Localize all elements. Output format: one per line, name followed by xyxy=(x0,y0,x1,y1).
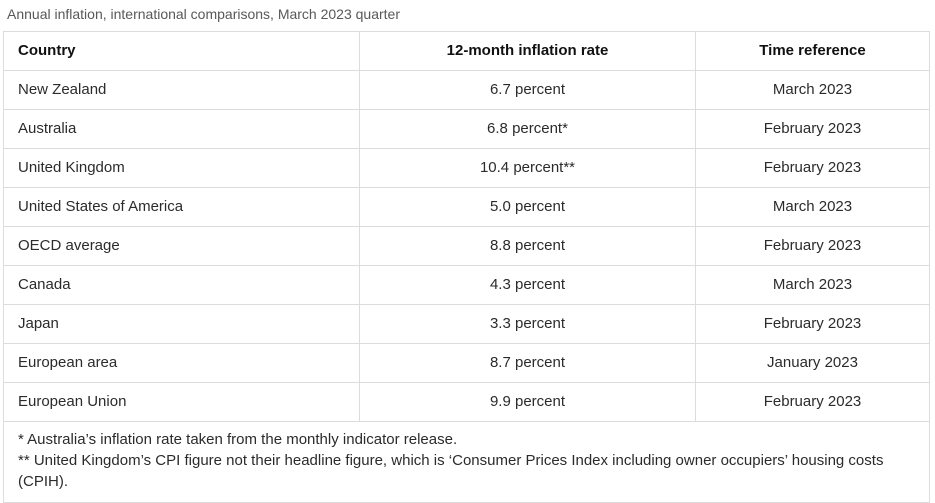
header-row: Country 12-month inflation rate Time ref… xyxy=(3,31,930,71)
page-title: Annual inflation, international comparis… xyxy=(7,6,401,22)
time-cell: February 2023 xyxy=(695,226,930,266)
country-cell: United Kingdom xyxy=(3,148,360,188)
column-header-inflation-rate: 12-month inflation rate xyxy=(359,31,696,71)
rate-cell: 4.3 percent xyxy=(359,265,696,305)
table-row-canada: Canada 4.3 percent March 2023 xyxy=(3,265,930,305)
table-row-australia: Australia 6.8 percent* February 2023 xyxy=(3,109,930,149)
column-header-time-reference: Time reference xyxy=(695,31,930,71)
table-row-oecd-average: OECD average 8.8 percent February 2023 xyxy=(3,226,930,266)
time-cell: February 2023 xyxy=(695,304,930,344)
footnotes-row: * Australia’s inflation rate taken from … xyxy=(3,421,930,503)
country-cell: OECD average xyxy=(3,226,360,266)
country-cell: Canada xyxy=(3,265,360,305)
country-cell: United States of America xyxy=(3,187,360,227)
rate-cell: 6.8 percent* xyxy=(359,109,696,149)
time-cell: February 2023 xyxy=(695,148,930,188)
table-row-united-kingdom: United Kingdom 10.4 percent** February 2… xyxy=(3,148,930,188)
rate-cell: 8.8 percent xyxy=(359,226,696,266)
time-cell: March 2023 xyxy=(695,265,930,305)
country-cell: Australia xyxy=(3,109,360,149)
table-row-new-zealand: New Zealand 6.7 percent March 2023 xyxy=(3,70,930,110)
inflation-table: Country 12-month inflation rate Time ref… xyxy=(3,31,930,503)
time-cell: March 2023 xyxy=(695,70,930,110)
table-row-united-states: United States of America 5.0 percent Mar… xyxy=(3,187,930,227)
table-row-japan: Japan 3.3 percent February 2023 xyxy=(3,304,930,344)
time-cell: January 2023 xyxy=(695,343,930,383)
time-cell: February 2023 xyxy=(695,382,930,422)
rate-cell: 10.4 percent** xyxy=(359,148,696,188)
time-cell: March 2023 xyxy=(695,187,930,227)
rate-cell: 3.3 percent xyxy=(359,304,696,344)
rate-cell: 9.9 percent xyxy=(359,382,696,422)
table-row-european-area: European area 8.7 percent January 2023 xyxy=(3,343,930,383)
column-header-country: Country xyxy=(3,31,360,71)
country-cell: European Union xyxy=(3,382,360,422)
footnote-australia: * Australia’s inflation rate taken from … xyxy=(18,431,458,448)
rate-cell: 8.7 percent xyxy=(359,343,696,383)
rate-cell: 6.7 percent xyxy=(359,70,696,110)
country-cell: European area xyxy=(3,343,360,383)
table-row-european-union: European Union 9.9 percent February 2023 xyxy=(3,382,930,422)
country-cell: Japan xyxy=(3,304,360,344)
rate-cell: 5.0 percent xyxy=(359,187,696,227)
country-cell: New Zealand xyxy=(3,70,360,110)
footnote-united-kingdom: ** United Kingdom’s CPI figure not their… xyxy=(18,452,884,490)
footnotes-cell: * Australia’s inflation rate taken from … xyxy=(3,421,930,503)
time-cell: February 2023 xyxy=(695,109,930,149)
